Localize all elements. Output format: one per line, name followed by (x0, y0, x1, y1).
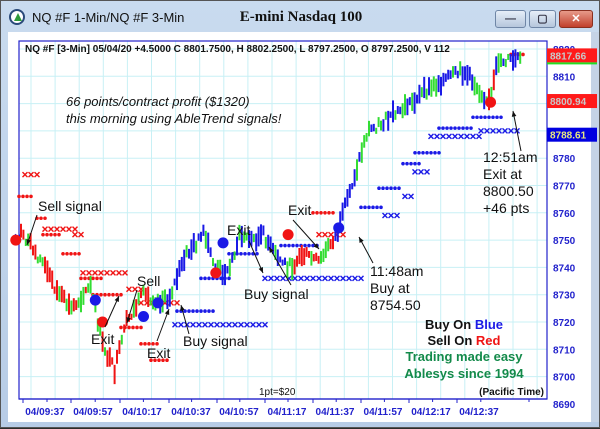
svg-text:04/11:37: 04/11:37 (316, 407, 355, 418)
svg-text:8720: 8720 (553, 318, 576, 329)
svg-text:8700: 8700 (553, 373, 576, 384)
svg-text:8770: 8770 (553, 182, 576, 193)
tagline-2: Ablesys since 1994 (404, 366, 524, 381)
legend-buy-on-blue: Buy On Blue (425, 317, 503, 332)
buy-entry-line-1: 11:48am (370, 263, 423, 279)
point-value-label: 1pt=$20 (259, 387, 296, 398)
svg-text:04/10:37: 04/10:37 (171, 407, 211, 418)
svg-text:04/11:17: 04/11:17 (268, 407, 307, 418)
label-exit-2: Exit (147, 345, 170, 361)
timezone-label: (Pacific Time) (479, 387, 544, 398)
label-sell-signal: Sell signal (38, 198, 102, 214)
exit-trade-line-4: +46 pts (483, 200, 529, 216)
svg-text:8710: 8710 (553, 345, 576, 356)
label-buy-signal-2: Buy signal (244, 286, 309, 302)
svg-text:8780: 8780 (553, 154, 576, 165)
label-exit-4: Exit (288, 202, 311, 218)
svg-text:8788.61: 8788.61 (550, 131, 587, 142)
close-button[interactable]: ✕ (559, 10, 593, 28)
headline-line-1: 66 points/contract profit ($1320) (66, 94, 250, 109)
signal-markers (10, 96, 497, 328)
price-markers: 8817.66 8800.94 8788.61 (547, 48, 597, 142)
label-sell: Sell (137, 273, 160, 289)
exit-trade-line-2: Exit at (483, 166, 522, 182)
annotation-arrows (26, 110, 522, 342)
svg-text:04/10:57: 04/10:57 (219, 407, 259, 418)
window-title: NQ #F 1-Min/NQ #F 3-Min (32, 10, 185, 25)
minimize-icon: — (505, 13, 516, 25)
tagline-1: Trading made easy (405, 349, 523, 364)
buy-entry-line-2: Buy at (370, 280, 410, 296)
svg-text:04/12:17: 04/12:17 (411, 407, 451, 418)
maximize-button[interactable]: ▢ (529, 10, 556, 28)
app-logo-icon (9, 9, 25, 25)
exit-trade-line-1: 12:51am (483, 149, 537, 165)
exit-trade-line-3: 8800.50 (483, 183, 534, 199)
svg-text:8817.66: 8817.66 (550, 51, 587, 62)
chart-title: E-mini Nasdaq 100 (239, 9, 363, 25)
svg-text:8750: 8750 (553, 236, 576, 247)
svg-text:04/11:57: 04/11:57 (364, 407, 403, 418)
label-exit-3: Exit (227, 222, 250, 238)
x-axis: 04/09:37 04/09:57 04/10:17 04/10:37 04/10:57… (19, 398, 547, 418)
minimize-button[interactable]: — (495, 10, 526, 28)
chart-grid (19, 41, 547, 399)
svg-text:04/09:57: 04/09:57 (73, 407, 113, 418)
svg-text:04/10:17: 04/10:17 (122, 407, 162, 418)
svg-text:8760: 8760 (553, 209, 576, 220)
vertical-scrollbar[interactable] (591, 32, 599, 422)
buy-entry-line-3: 8754.50 (370, 297, 421, 313)
title-bar[interactable]: NQ #F 1-Min/NQ #F 3-Min E-mini Nasdaq 10… (1, 1, 599, 31)
label-exit-1: Exit (91, 331, 114, 347)
close-icon: ✕ (571, 13, 581, 25)
svg-text:8740: 8740 (553, 263, 576, 274)
legend-sell-on-red: Sell On Red (428, 333, 501, 348)
ohlc-info-line: NQ #F [3-Min] 05/04/20 +4.5000 C 8801.75… (25, 44, 450, 55)
svg-text:04/12:37: 04/12:37 (459, 407, 499, 418)
svg-text:8810: 8810 (553, 72, 576, 83)
svg-text:04/09:37: 04/09:37 (25, 407, 65, 418)
svg-text:8730: 8730 (553, 291, 576, 302)
svg-text:8800.94: 8800.94 (550, 97, 587, 108)
maximize-icon: ▢ (537, 13, 548, 25)
label-buy-signal-1: Buy signal (183, 333, 248, 349)
headline-line-2: this morning using AbleTrend signals! (66, 111, 282, 126)
trailing-stop-markers (14, 52, 525, 363)
svg-text:8690: 8690 (553, 400, 576, 411)
